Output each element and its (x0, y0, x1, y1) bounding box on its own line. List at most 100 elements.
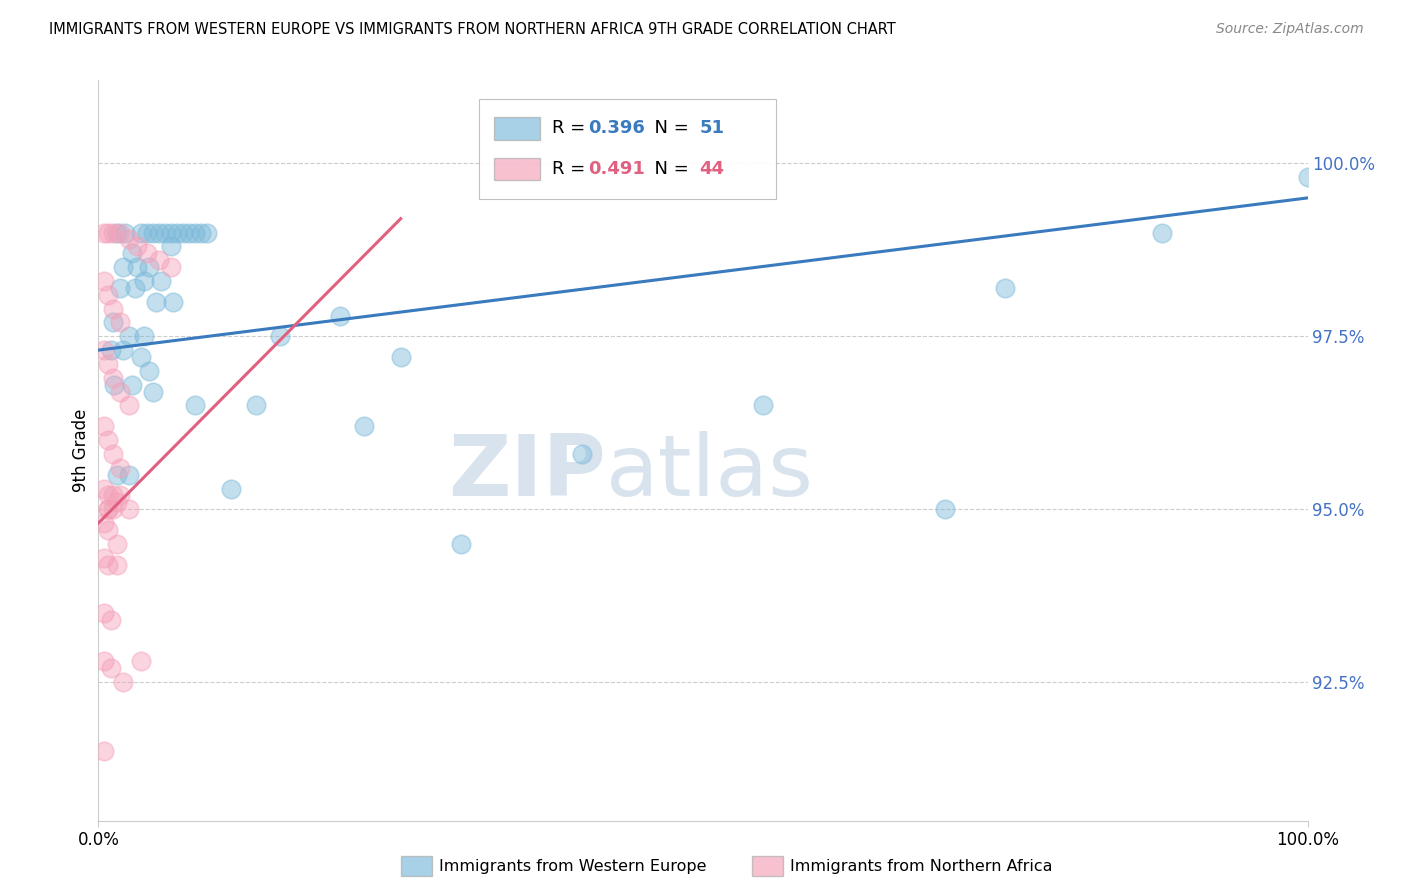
Point (93, 655, 115, 669)
Point (108, 384, 131, 399)
Point (101, 315, 124, 329)
Point (93, 419, 115, 434)
Point (129, 350, 152, 364)
Point (172, 226, 194, 240)
Point (118, 502, 141, 516)
Point (142, 384, 165, 399)
Text: Source: ZipAtlas.com: Source: ZipAtlas.com (1216, 22, 1364, 37)
Point (160, 226, 183, 240)
Point (389, 350, 412, 364)
FancyBboxPatch shape (479, 99, 776, 199)
Point (100, 661, 122, 675)
Point (127, 239, 149, 253)
Point (121, 377, 143, 392)
Point (101, 371, 124, 385)
Point (103, 377, 125, 392)
Point (179, 226, 201, 240)
Point (150, 274, 173, 288)
Point (105, 467, 128, 482)
Point (118, 232, 141, 246)
Point (105, 495, 128, 509)
Point (93, 482, 115, 496)
Point (97, 488, 120, 502)
Point (105, 226, 128, 240)
Point (93, 606, 115, 620)
Point (97, 502, 120, 516)
Point (100, 613, 122, 627)
Point (269, 329, 291, 343)
Point (127, 260, 149, 274)
Point (93, 516, 115, 530)
Text: R =: R = (551, 120, 591, 137)
Point (97, 287, 120, 301)
Point (124, 281, 146, 295)
Text: atlas: atlas (606, 431, 814, 514)
Point (184, 399, 207, 413)
Point (105, 558, 128, 572)
Text: R =: R = (551, 161, 591, 178)
Point (153, 226, 176, 240)
Point (184, 226, 207, 240)
Point (108, 460, 131, 475)
Point (118, 467, 141, 482)
Point (329, 309, 352, 323)
Point (97, 433, 120, 447)
Text: 0.491: 0.491 (588, 161, 645, 178)
Point (111, 343, 134, 358)
Point (97, 523, 120, 537)
Point (148, 253, 170, 268)
Point (97, 357, 120, 371)
Text: 0.396: 0.396 (588, 120, 645, 137)
Point (97, 502, 120, 516)
Point (111, 675, 134, 690)
Point (101, 488, 124, 502)
Y-axis label: 9th Grade: 9th Grade (72, 409, 90, 492)
Point (108, 488, 131, 502)
Point (934, 502, 956, 516)
Point (353, 419, 375, 434)
Point (101, 447, 124, 461)
Point (752, 399, 775, 413)
Point (138, 364, 160, 378)
Point (245, 399, 267, 413)
Point (108, 226, 131, 240)
Text: 44: 44 (699, 161, 724, 178)
Point (450, 537, 472, 551)
Point (101, 226, 124, 240)
Point (97, 226, 120, 240)
Point (93, 744, 115, 758)
Point (160, 239, 183, 253)
Point (105, 537, 128, 551)
Point (121, 246, 143, 260)
Text: N =: N = (643, 120, 695, 137)
Point (1296, 170, 1319, 185)
Point (221, 482, 243, 496)
Point (160, 260, 183, 274)
Point (190, 226, 212, 240)
Point (129, 655, 152, 669)
Point (93, 274, 115, 288)
Point (93, 226, 115, 240)
Text: ZIP: ZIP (449, 431, 606, 514)
Point (118, 329, 141, 343)
Text: 51: 51 (699, 120, 724, 137)
Text: Immigrants from Western Europe: Immigrants from Western Europe (439, 859, 706, 873)
Point (145, 294, 167, 309)
Point (142, 226, 165, 240)
Point (114, 226, 136, 240)
Point (129, 226, 152, 240)
Point (118, 399, 141, 413)
Point (93, 343, 115, 358)
Point (108, 281, 131, 295)
Point (108, 315, 131, 329)
Point (93, 550, 115, 565)
Point (138, 260, 160, 274)
Point (101, 502, 124, 516)
Point (97, 558, 120, 572)
Text: N =: N = (643, 161, 695, 178)
Point (101, 301, 124, 316)
Point (111, 260, 134, 274)
FancyBboxPatch shape (494, 158, 540, 180)
Point (166, 226, 188, 240)
Point (135, 226, 157, 240)
